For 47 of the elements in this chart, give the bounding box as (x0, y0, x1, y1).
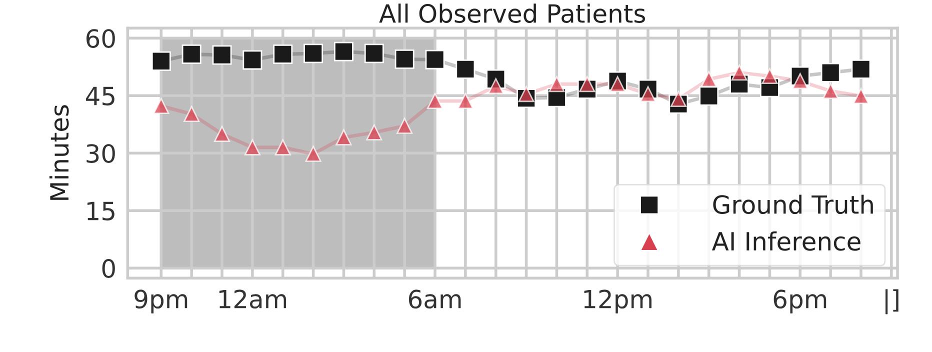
point (762, 68, 778, 84)
point (820, 62, 840, 82)
y-tick-label: 0 (102, 259, 115, 278)
point (700, 71, 717, 88)
point (425, 50, 445, 70)
y-axis-title: Minutes (49, 105, 69, 200)
x-tick-label: 6pm (774, 290, 826, 314)
y-tick-label: 45 (86, 86, 114, 106)
point (518, 86, 534, 102)
point (366, 124, 382, 140)
point (153, 98, 170, 114)
x-tick-label: 12am (219, 290, 286, 309)
legend-label: AI Inference (712, 231, 860, 251)
point (853, 88, 869, 104)
point (182, 44, 202, 64)
x-tick-label: 12pm (584, 290, 652, 314)
point (851, 59, 871, 79)
point (244, 139, 260, 156)
y-tick-label: 60 (86, 29, 115, 48)
point (731, 64, 748, 81)
point (151, 51, 171, 71)
point (274, 139, 291, 156)
point (457, 93, 474, 109)
point (364, 44, 384, 64)
chart-title: All Observed Patients (379, 4, 645, 23)
y-tick-label: 30 (86, 144, 115, 163)
point (548, 76, 565, 92)
point (699, 86, 719, 106)
point (456, 59, 476, 79)
point (242, 50, 262, 70)
point (334, 42, 354, 62)
point (214, 126, 230, 142)
point (304, 44, 324, 64)
point (822, 83, 839, 100)
point (273, 44, 293, 64)
legend-label: Ground Truth (713, 194, 873, 214)
point (396, 118, 413, 134)
x-tick-label: 9pm (134, 290, 188, 314)
point (336, 129, 352, 146)
x-tick-label: 6am (408, 290, 461, 309)
point (305, 146, 322, 162)
x-tick-label: |] (886, 289, 898, 314)
point (394, 49, 414, 69)
point (427, 93, 443, 109)
y-tick-label: 15 (88, 202, 114, 220)
point (212, 45, 232, 65)
point (184, 106, 200, 122)
